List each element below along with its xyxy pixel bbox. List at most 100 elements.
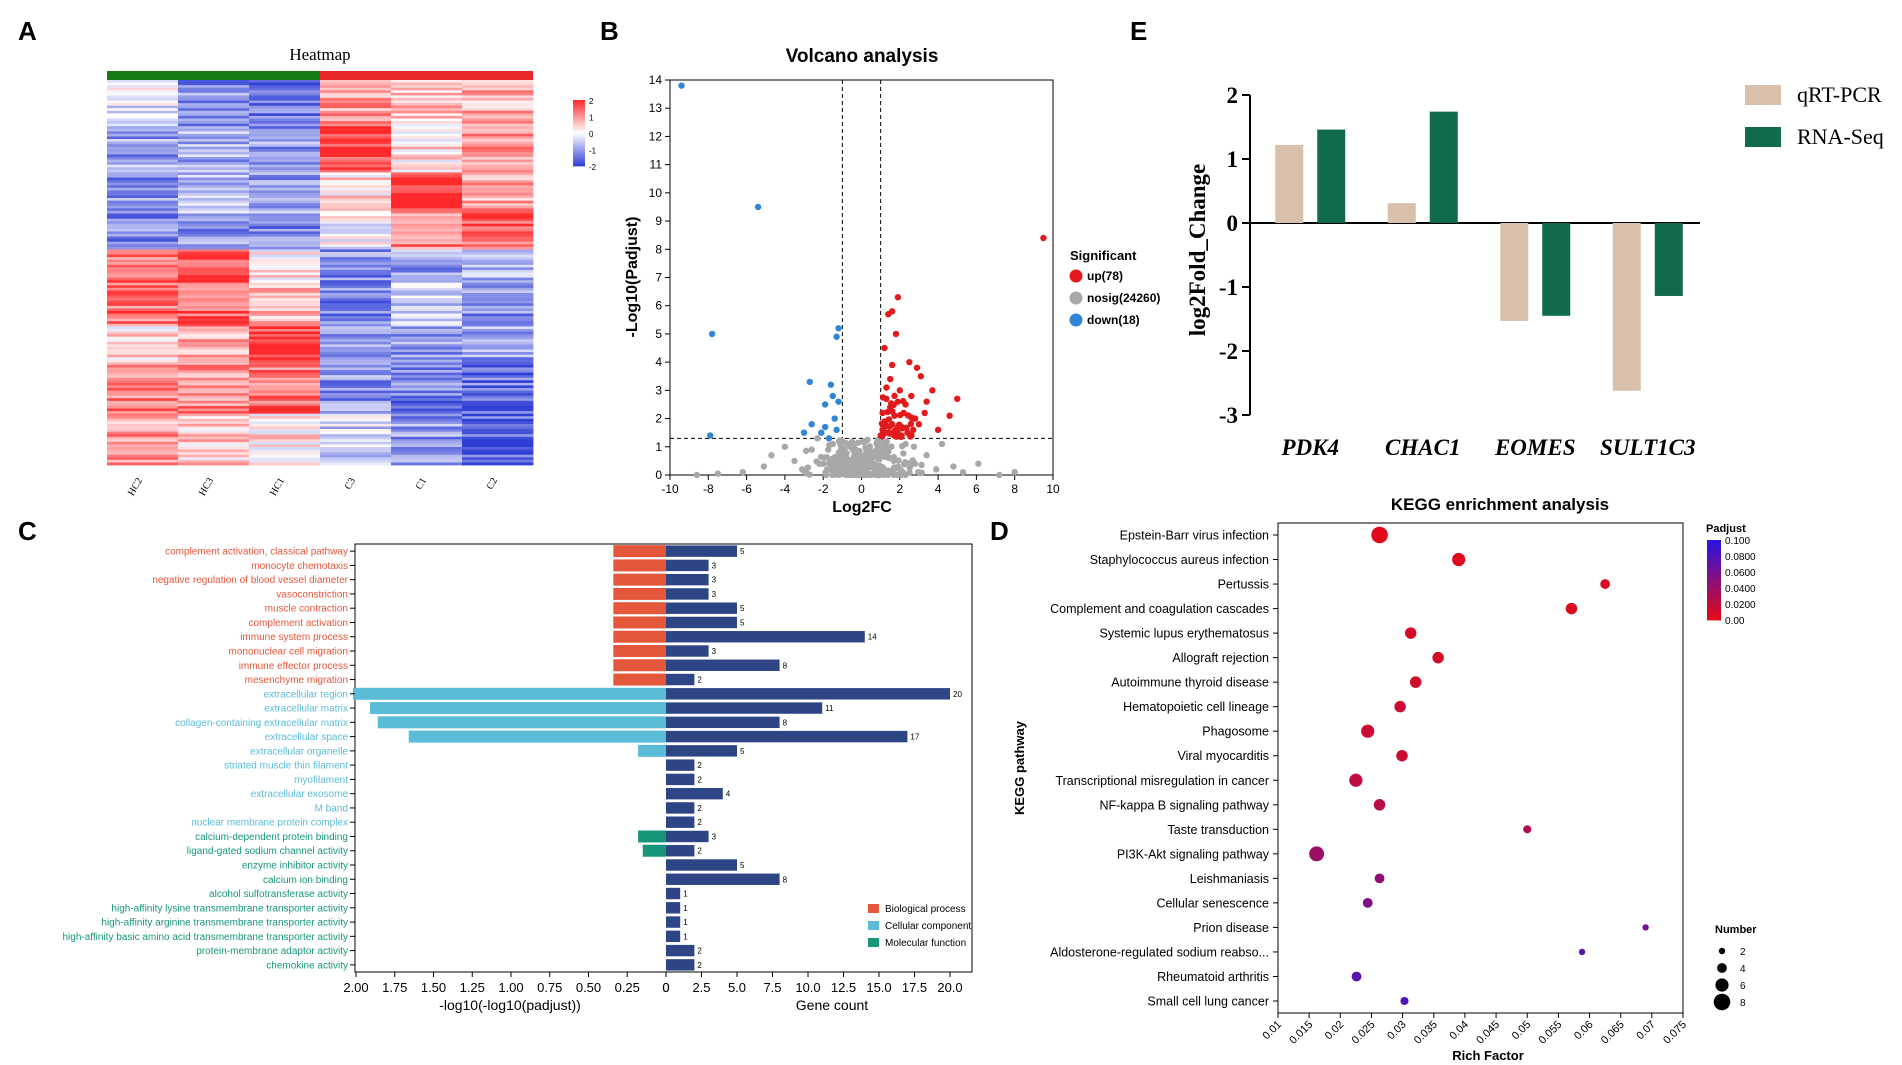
- heatmap-cell: [249, 457, 321, 461]
- heatmap-cell: [107, 267, 179, 271]
- heatmap-cell: [462, 234, 534, 237]
- kegg-colorbar-swatch: [1707, 566, 1721, 570]
- heatmap-cell: [249, 136, 321, 140]
- heatmap-cell: [249, 382, 321, 386]
- heatmap-cell: [391, 257, 463, 261]
- heatmap-cell: [462, 395, 534, 399]
- kegg-pathway-label: Staphylococcus aureus infection: [1090, 553, 1269, 567]
- heatmap-cell: [462, 403, 534, 407]
- heatmap-cell: [391, 151, 463, 155]
- kegg-pathway-label: Hematopoietic cell lineage: [1123, 700, 1269, 714]
- heatmap-cell: [462, 434, 534, 438]
- heatmap-cell: [107, 452, 179, 456]
- go-count-label: 1: [683, 918, 688, 927]
- heatmap-cell: [249, 95, 321, 99]
- heatmap-cell: [249, 385, 321, 389]
- kegg-xtick-label: 0.02: [1323, 1019, 1347, 1043]
- heatmap-cell: [462, 264, 534, 268]
- heatmap-cell: [462, 239, 534, 243]
- heatmap-cell: [178, 280, 250, 284]
- heatmap-cell: [391, 136, 463, 140]
- go-count-bar: [666, 588, 709, 600]
- colorbar-swatch: [573, 117, 585, 121]
- heatmap-cell: [107, 272, 179, 276]
- volcano-ytick-label: 1: [655, 440, 662, 454]
- colorbar-tick-label: 2: [589, 97, 594, 106]
- go-count-bar: [666, 602, 737, 614]
- heatmap-cell: [391, 133, 463, 137]
- heatmap-cell: [462, 411, 534, 415]
- heatmap-cell: [462, 141, 534, 145]
- heatmap-cell: [178, 429, 250, 433]
- heatmap-cell: [249, 110, 321, 114]
- volcano-ytick-label: 5: [655, 327, 662, 341]
- heatmap-cell: [462, 187, 534, 191]
- heatmap-cell: [178, 282, 250, 286]
- kegg-colorbar-swatch: [1707, 609, 1721, 613]
- heatmap-cell: [320, 100, 392, 104]
- heatmap-cell: [178, 213, 250, 217]
- heatmap-cell: [320, 223, 392, 227]
- heatmap-cell: [320, 434, 392, 438]
- panel-label-b: B: [600, 16, 619, 46]
- heatmap-cell: [391, 149, 463, 153]
- volcano-xtick-label: -6: [741, 482, 752, 496]
- heatmap-cell: [462, 454, 534, 458]
- heatmap-cell: [178, 172, 250, 176]
- validation-category-label: PDK4: [1281, 435, 1340, 460]
- heatmap-cell: [462, 136, 534, 140]
- go-score-bar: [613, 559, 666, 572]
- heatmap-cell: [178, 190, 250, 194]
- heatmap-cell: [462, 287, 534, 291]
- heatmap-cell: [320, 87, 392, 91]
- heatmap-cell: [320, 218, 392, 222]
- heatmap-cell: [462, 364, 534, 368]
- heatmap-cell: [320, 144, 392, 148]
- volcano-point-nosig: [884, 470, 892, 478]
- heatmap-cell: [391, 272, 463, 276]
- heatmap-cell: [462, 172, 534, 176]
- heatmap-cell: [391, 239, 463, 243]
- heatmap-cell: [249, 403, 321, 407]
- heatmap-cell: [320, 362, 392, 366]
- heatmap-cell: [107, 103, 179, 107]
- heatmap-cell: [178, 269, 250, 273]
- heatmap-cell: [462, 126, 534, 130]
- heatmap-cell: [178, 210, 250, 214]
- heatmap-cell: [462, 321, 534, 325]
- kegg-xtick-label: 0.045: [1474, 1019, 1502, 1047]
- heatmap-cell: [391, 210, 463, 214]
- go-count-label: 3: [712, 561, 717, 570]
- heatmap-cell: [178, 272, 250, 276]
- go-term-label: protein-membrane adaptor activity: [196, 946, 348, 957]
- heatmap-cell: [320, 370, 392, 373]
- volcano-ytick-label: 11: [650, 158, 663, 172]
- heatmap-cell: [249, 203, 321, 207]
- go-count-bar: [666, 787, 723, 800]
- heatmap-cell: [249, 293, 321, 296]
- heatmap-cell: [107, 357, 179, 361]
- heatmap-cell: [249, 405, 321, 409]
- heatmap-cell: [462, 439, 534, 443]
- kegg-colorbar-swatch: [1707, 612, 1721, 616]
- heatmap-cell: [462, 157, 534, 160]
- go-count-bar: [666, 659, 780, 671]
- heatmap-cell: [391, 303, 463, 307]
- heatmap-cell: [320, 90, 392, 94]
- heatmap-cell: [249, 190, 321, 194]
- volcano-point-down: [800, 429, 808, 436]
- go-term-label: negative regulation of blood vessel diam…: [152, 575, 348, 586]
- volcano-ytick-label: 6: [655, 299, 662, 313]
- kegg-pathway-label: Transcriptional misregulation in cancer: [1055, 774, 1269, 788]
- heatmap-cell: [249, 426, 321, 430]
- go-right-tick-label: 20.0: [937, 980, 962, 995]
- go-count-label: 5: [740, 547, 745, 556]
- volcano-point-nosig: [781, 443, 789, 450]
- heatmap-cell: [462, 149, 534, 153]
- heatmap-column-label: HC2: [126, 476, 145, 498]
- kegg-point: [1600, 579, 1611, 589]
- heatmap-cell: [320, 313, 392, 317]
- heatmap-cell: [178, 328, 250, 332]
- heatmap-cell: [391, 164, 463, 168]
- heatmap-cell: [178, 380, 250, 384]
